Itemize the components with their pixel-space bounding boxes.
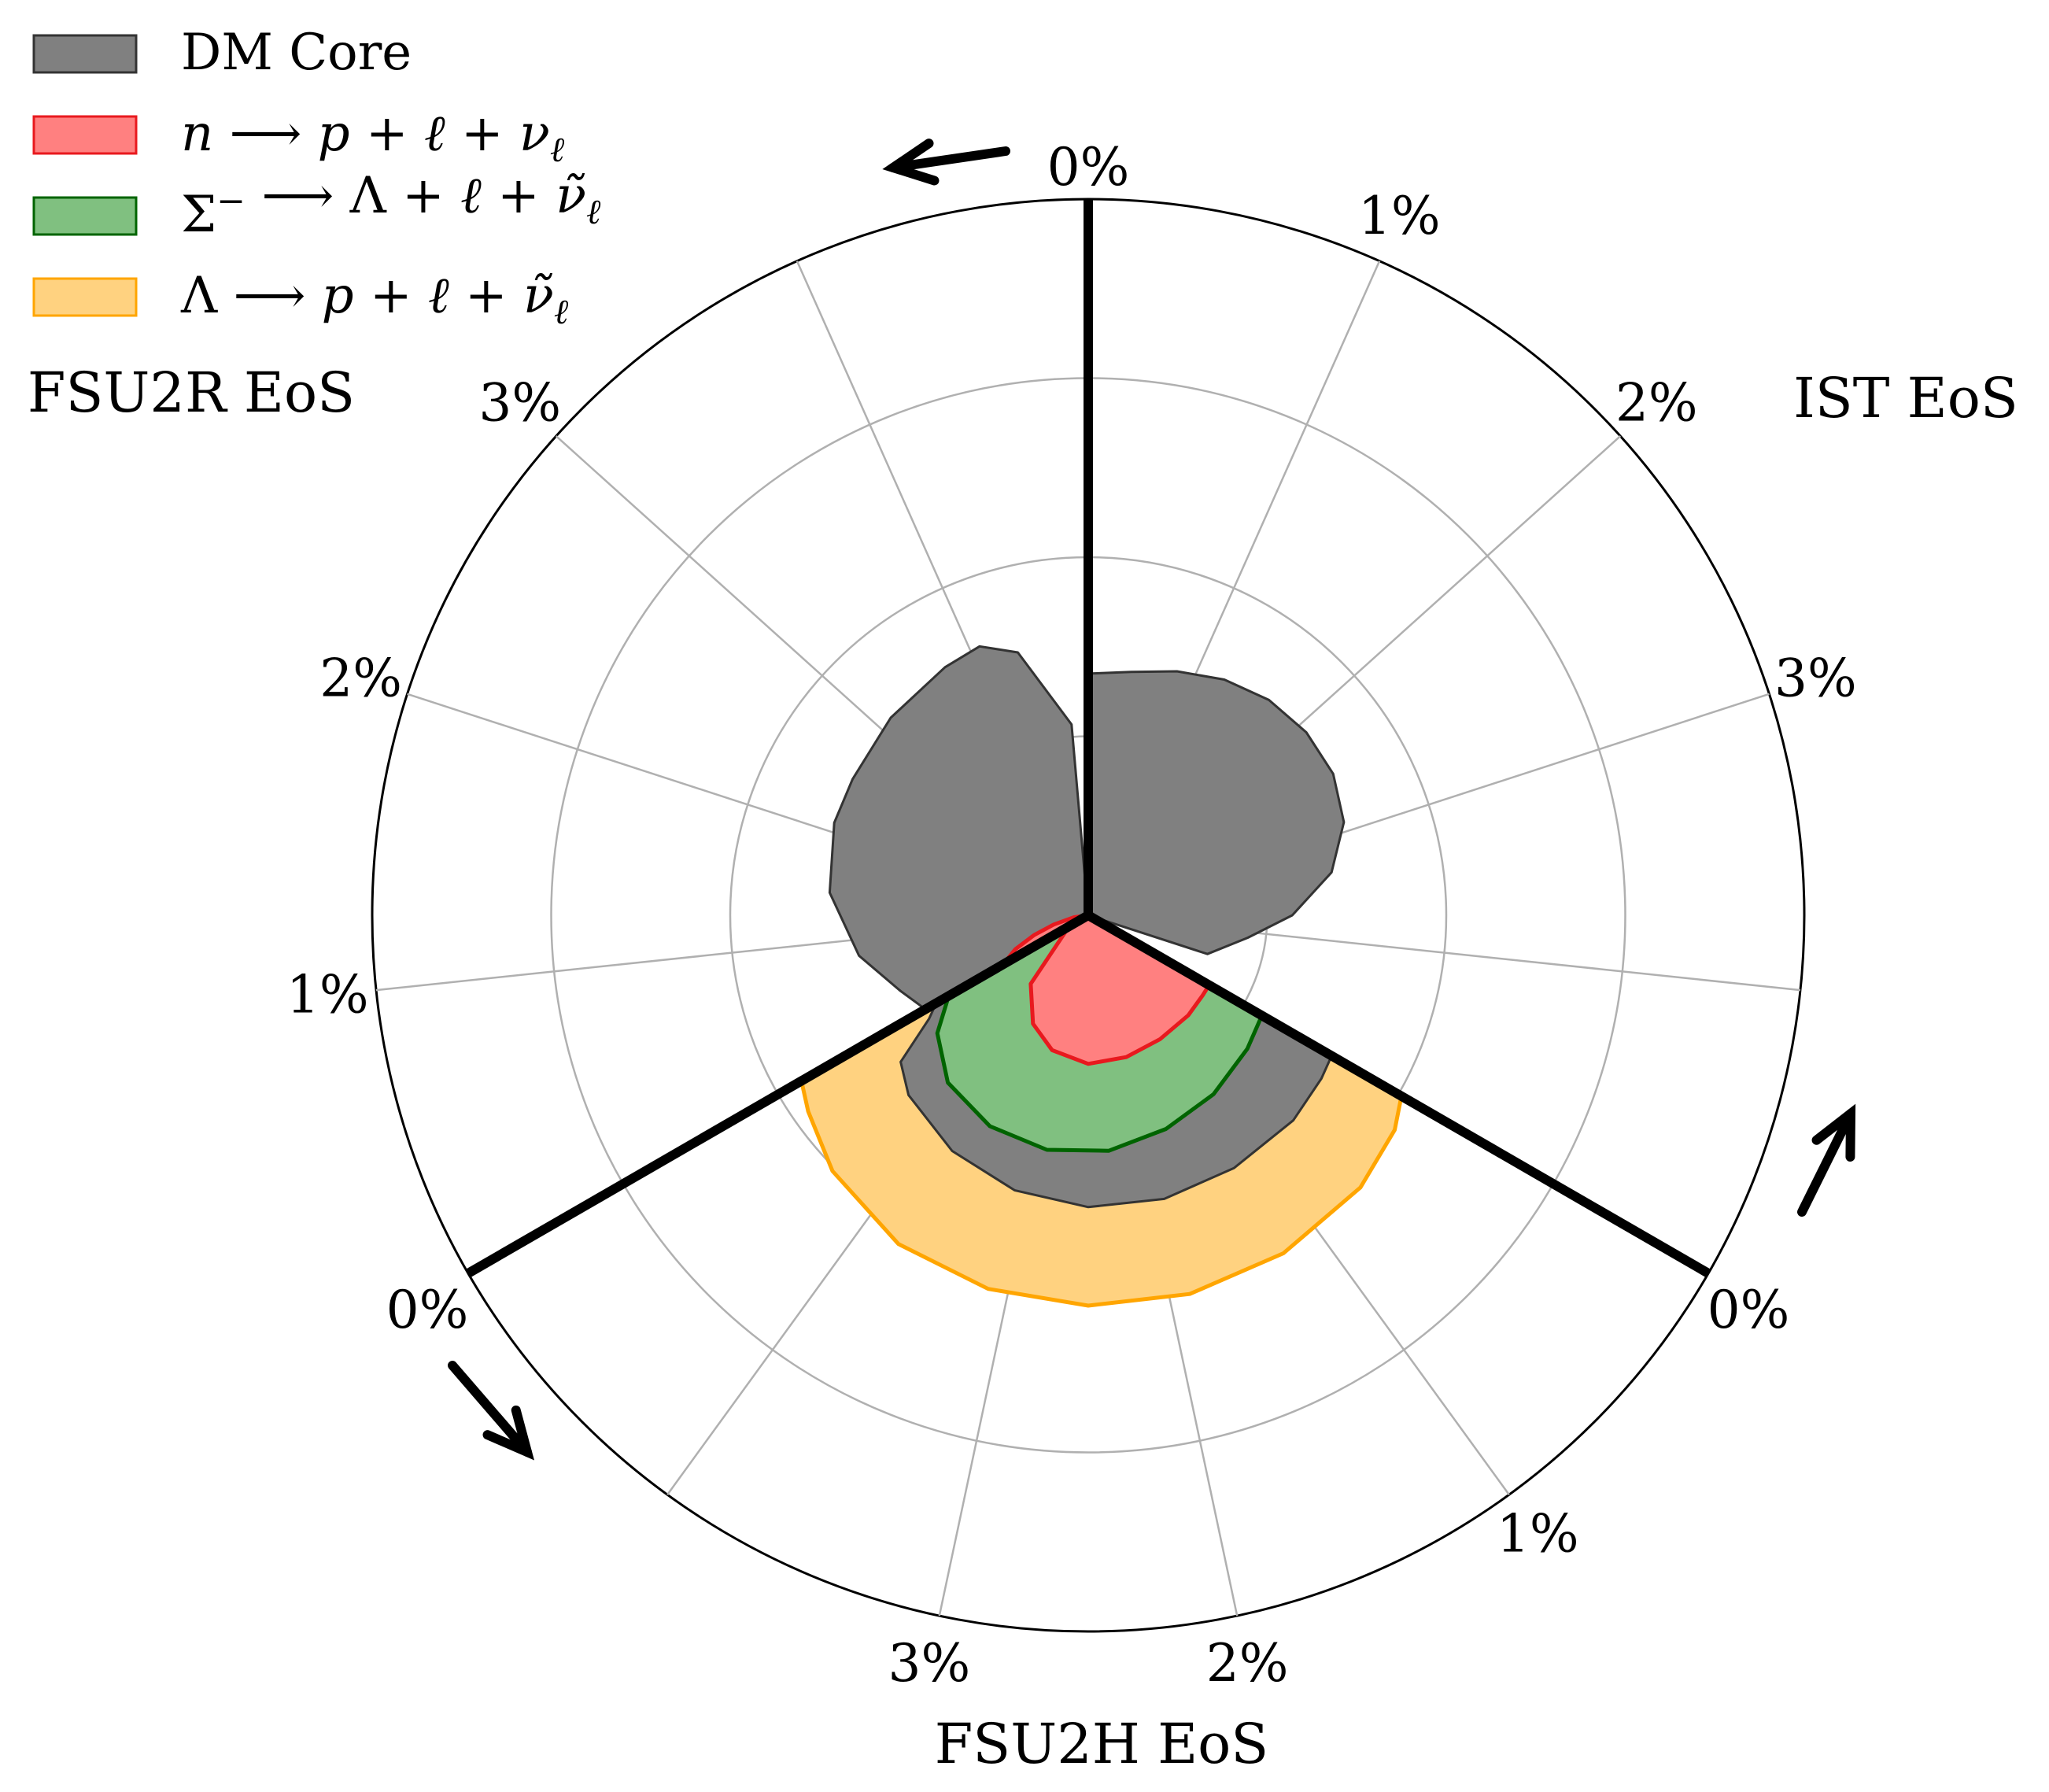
legend-label-n: n ⟶ p + ℓ + νℓ (181, 105, 565, 170)
sector-dividers (465, 199, 1711, 1278)
tick-label: 1% (1497, 1503, 1579, 1564)
tick-label: 1% (1358, 186, 1441, 246)
legend-swatch-sigma (32, 196, 138, 236)
legend-label-sigma: Σ− ⟶ Λ + ℓ + ν̃ℓ (181, 167, 601, 244)
tick-label: 0% (1047, 137, 1130, 198)
legend-swatch-lambda (32, 277, 138, 317)
eos-label-fsu2h: FSU2H EoS (935, 1712, 1269, 1776)
direction-arrows (448, 139, 1856, 1461)
arrow-right-head (1811, 1103, 1856, 1162)
eos-label-fsu2r: FSU2R EoS (28, 360, 355, 425)
arrow-right-shaft (1797, 1109, 1855, 1217)
arrow-left-head (482, 1405, 535, 1461)
tick-labels: 0% 1% 2% 3% 0% 1% 2% 3% 0% 1% 2% 3% (286, 137, 1857, 1694)
legend-swatch-n (32, 115, 138, 155)
tick-label: 2% (319, 648, 402, 709)
arrow-top-shaft (888, 146, 1010, 172)
tick-label: 3% (888, 1633, 971, 1694)
tick-label: 3% (478, 373, 561, 434)
tick-label: 1% (286, 965, 369, 1025)
sector-divider-2 (1085, 911, 1711, 1278)
eos-label-ist: IST EoS (1793, 366, 2018, 430)
area-dm-sector-1 (1087, 670, 1346, 955)
legend-label-lambda: Λ ⟶ p + ℓ + ν̃ℓ (180, 267, 569, 332)
tick-label: 0% (386, 1280, 469, 1340)
legend-swatch-dm (32, 34, 138, 74)
legend: DM Core n ⟶ p + ℓ + νℓΣ− ⟶ Λ + ℓ + ν̃ℓ Λ ⟶… (32, 24, 601, 332)
data-areas (799, 645, 1404, 1308)
legend-label-dm: DM Core (181, 24, 412, 82)
tick-label: 3% (1774, 648, 1857, 709)
tick-label: 0% (1708, 1280, 1790, 1340)
arrow-top-head (882, 139, 940, 186)
arrow-left-shaft (448, 1361, 532, 1457)
tick-label: 2% (1206, 1633, 1289, 1694)
sector-divider-3 (465, 911, 1091, 1278)
tick-label: 2% (1615, 373, 1698, 434)
area-dm-sector-3 (828, 645, 1090, 1011)
area-n-sector-2 (1028, 913, 1212, 1066)
